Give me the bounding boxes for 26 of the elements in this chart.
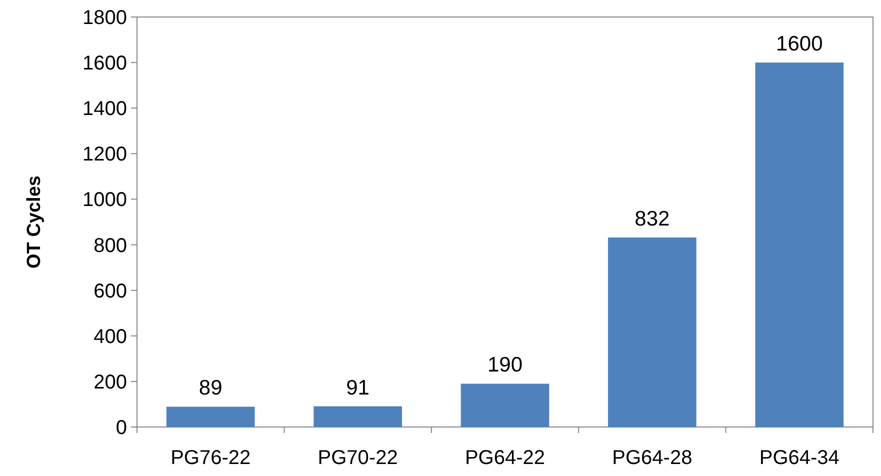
data-label: 832 — [634, 207, 670, 230]
data-label: 190 — [487, 354, 523, 377]
y-axis-title: OT Cycles — [24, 176, 45, 268]
data-label: 89 — [198, 376, 222, 400]
data-label: 1600 — [776, 32, 823, 56]
y-tick-label: 800 — [94, 234, 127, 257]
y-tick-label: 200 — [94, 371, 127, 394]
x-tick-label: PG76-22 — [170, 447, 251, 469]
y-tick-label: 1400 — [82, 98, 127, 120]
bar — [460, 384, 550, 427]
bar — [314, 406, 402, 427]
data-label: 91 — [346, 376, 370, 400]
x-tick-label: PG64-22 — [464, 447, 546, 469]
y-tick-label: 1600 — [82, 52, 127, 75]
bar — [166, 406, 255, 427]
y-tick-label: 1000 — [82, 189, 127, 212]
bar — [755, 62, 844, 427]
bar — [608, 237, 696, 427]
y-tick-label: 1800 — [82, 7, 127, 29]
x-tick-label: PG64-28 — [612, 447, 692, 469]
x-tick-label: PG64-34 — [759, 447, 840, 469]
x-tick-label: PG70-22 — [318, 447, 398, 469]
y-tick-label: 400 — [94, 326, 127, 348]
y-tick-label: 600 — [94, 280, 127, 302]
y-tick-label: 1200 — [82, 144, 127, 166]
y-tick-label: 0 — [116, 417, 127, 439]
